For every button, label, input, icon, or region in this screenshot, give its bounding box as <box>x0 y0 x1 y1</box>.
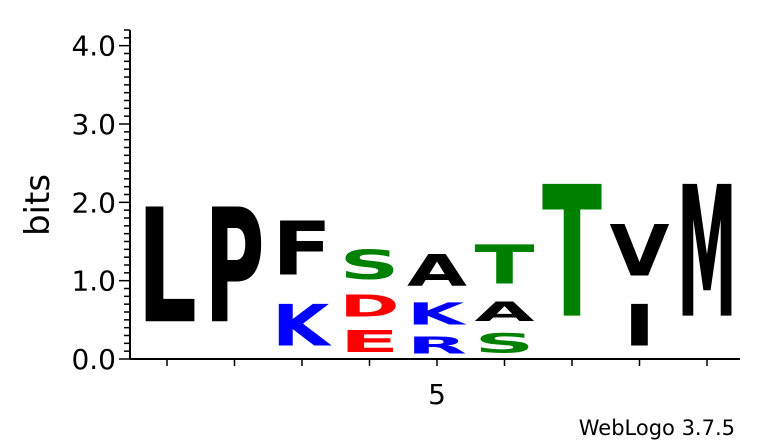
x-axis: 5 <box>130 358 740 411</box>
logo-letter-S: S <box>340 242 400 289</box>
logo-letter-K: K <box>272 293 333 359</box>
x-tick-label: 5 <box>428 378 446 411</box>
y-tick-label: 1.0 <box>71 265 116 298</box>
logo-letter-I: I <box>623 293 656 359</box>
logo-letter-F: F <box>272 208 332 293</box>
logo-letter-T: T <box>475 234 535 297</box>
y-tick-label: 2.0 <box>71 186 116 219</box>
y-tick-label: 3.0 <box>71 108 116 141</box>
y-axis: 0.0 1.0 2.0 3.0 4.0 <box>71 29 131 376</box>
y-tick-label: 4.0 <box>71 30 116 63</box>
logo-letter-T: T <box>542 148 602 359</box>
logo-letter-A: A <box>475 296 535 327</box>
logo-letter-R: R <box>407 332 467 359</box>
logo-letter-L: L <box>137 176 197 359</box>
logo-letter-D: D <box>340 289 400 324</box>
y-tick-label: 0.0 <box>71 343 116 376</box>
logo-letter-M: M <box>677 148 737 359</box>
logo-letter-V: V <box>610 211 670 293</box>
logo-letter-P: P <box>205 176 265 359</box>
weblogo-credit: WebLogo 3.7.5 <box>579 416 735 440</box>
logo-letter-S: S <box>475 328 535 359</box>
logo-letter-E: E <box>340 324 400 359</box>
y-axis-title: bits <box>18 174 58 236</box>
logo-letter-A: A <box>407 246 467 297</box>
logo-letter-K: K <box>407 297 467 332</box>
